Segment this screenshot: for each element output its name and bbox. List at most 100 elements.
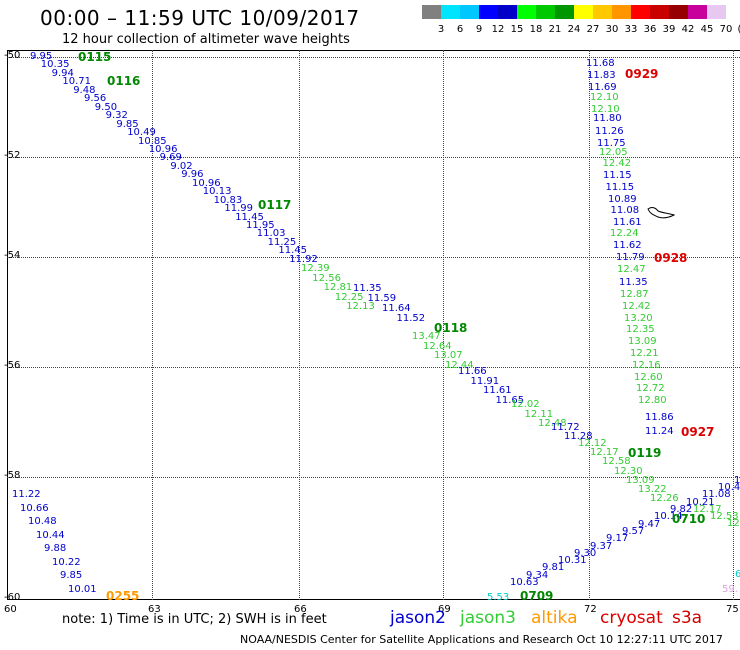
colorbar-label: 42 bbox=[681, 24, 695, 35]
colorbar-swatch bbox=[422, 5, 441, 19]
colorbar-label: 12 bbox=[491, 24, 505, 35]
pass-time-label: 0709 bbox=[520, 589, 554, 603]
colorbar-swatch bbox=[726, 5, 740, 19]
wave-height-value: 12.16 bbox=[632, 359, 661, 371]
wave-height-value: 13.22 bbox=[638, 484, 667, 495]
wave-height-value: 12.26 bbox=[650, 493, 679, 505]
wave-height-value: 11.64 bbox=[382, 303, 411, 314]
wave-height-value: 9.96 bbox=[181, 169, 204, 181]
colorbar-label: 21 bbox=[548, 24, 562, 35]
wave-height-value: 11.52 bbox=[396, 313, 426, 324]
wave-height-value: 12.10 bbox=[590, 92, 619, 103]
wave-height-value: 10.85 bbox=[138, 135, 167, 147]
credit-line: NOAA/NESDIS Center for Satellite Applica… bbox=[240, 633, 723, 646]
pass-time-label: 0710 bbox=[672, 512, 706, 526]
wave-height-value: 9.85 bbox=[116, 118, 139, 130]
wave-height-value: 9.85 bbox=[60, 570, 83, 581]
meridian-line bbox=[733, 50, 734, 600]
wave-height-value: 10.48 bbox=[28, 516, 57, 527]
colorbar-label: 39 bbox=[662, 24, 676, 35]
wave-height-value: 10.01 bbox=[68, 583, 97, 595]
wave-height-value: 11.08 bbox=[610, 205, 640, 217]
wave-height-value: 10.14 bbox=[654, 511, 683, 523]
longitude-label: 69 bbox=[438, 604, 451, 615]
wave-height-value: 9.17 bbox=[606, 533, 629, 545]
wave-height-value: 9.69 bbox=[159, 152, 182, 164]
colorbar-swatch bbox=[612, 5, 631, 19]
wave-height-value: 12.12 bbox=[578, 438, 607, 449]
colorbar-label: (ft) bbox=[737, 24, 740, 35]
wave-height-value: 12.11 bbox=[524, 408, 554, 420]
wave-height-value: 11.45 bbox=[278, 245, 308, 257]
wave-height-value: 12.30 bbox=[614, 465, 643, 477]
longitude-label: 63 bbox=[148, 604, 161, 615]
colorbar-swatch bbox=[479, 5, 498, 19]
colorbar-label: 30 bbox=[605, 24, 619, 35]
colorbar-swatch bbox=[707, 5, 726, 19]
wave-height-value: 11.08 bbox=[702, 489, 731, 501]
wave-height-value: 12.02 bbox=[511, 399, 540, 410]
page-title: 00:00 – 11:59 UTC 10/09/2017 bbox=[40, 6, 360, 30]
wave-height-value: 11.65 bbox=[495, 394, 525, 406]
wave-height-value: 11.26 bbox=[595, 125, 624, 137]
colorbar-swatch bbox=[498, 5, 517, 19]
wave-height-value: 10.96 bbox=[192, 177, 221, 189]
pass-time-label: 0119 bbox=[628, 446, 662, 460]
pass-time-label: 0928 bbox=[654, 251, 688, 265]
parallel-line bbox=[7, 367, 740, 368]
wave-height-value: 13.09 bbox=[626, 474, 655, 486]
longitude-label: 75 bbox=[726, 604, 739, 615]
wave-height-value: 11.69 bbox=[588, 81, 617, 93]
colorbar-label: 24 bbox=[567, 24, 581, 35]
colorbar-swatch bbox=[441, 5, 460, 19]
wave-height-value: 11.45 bbox=[235, 211, 264, 223]
wave-height-value: 11.79 bbox=[616, 252, 645, 263]
wave-height-value: 6 bbox=[735, 569, 740, 580]
wave-height-value: 11.35 bbox=[353, 283, 382, 294]
wave-height-value: 12.21 bbox=[630, 348, 659, 359]
longitude-label: 72 bbox=[584, 604, 597, 615]
wave-height-value: 11.61 bbox=[613, 217, 642, 229]
wave-height-value: 10.89 bbox=[608, 193, 637, 205]
pass-time-label: 0927 bbox=[681, 425, 715, 439]
wave-height-value: 9.48 bbox=[73, 84, 96, 96]
wave-height-value: 10.31 bbox=[558, 555, 587, 567]
colorbar-swatch bbox=[593, 5, 612, 19]
wave-height-value: 13.20 bbox=[624, 312, 653, 324]
pass-time-label: 0117 bbox=[258, 198, 292, 212]
wave-height-value: 12.24 bbox=[610, 228, 639, 239]
wave-height-value: 12.17 bbox=[590, 447, 619, 459]
footnote: note: 1) Time is in UTC; 2) SWH is in fe… bbox=[62, 612, 327, 627]
wave-height-value: 12.80 bbox=[638, 395, 667, 407]
wave-height-value: 10.63 bbox=[510, 577, 539, 588]
wave-height-value: 11.99 bbox=[224, 203, 254, 215]
wave-height-value: 12.2 bbox=[727, 518, 740, 529]
legend-item-cryosat: cryosat bbox=[600, 608, 663, 628]
wave-height-value: 59. bbox=[722, 584, 738, 595]
wave-height-value: 5.53 bbox=[487, 592, 510, 603]
wave-height-value: 9.34 bbox=[526, 569, 549, 581]
wave-height-value: 9.81 bbox=[542, 562, 565, 574]
wave-height-value: 12.25 bbox=[334, 291, 364, 303]
page-subtitle: 12 hour collection of altimeter wave hei… bbox=[62, 32, 350, 47]
wave-height-value: 10.49 bbox=[127, 127, 156, 139]
wave-height-value: 12.72 bbox=[636, 383, 665, 395]
pass-time-label: 0115 bbox=[78, 50, 112, 64]
wave-height-value: 12.44 bbox=[445, 359, 474, 371]
wave-height-value: 12.39 bbox=[301, 263, 330, 274]
longitude-label: 60 bbox=[4, 604, 17, 615]
colorbar-label: 27 bbox=[586, 24, 600, 35]
wave-height-value: 12.56 bbox=[312, 272, 341, 284]
meridian-line bbox=[299, 50, 300, 600]
colorbar-swatch bbox=[688, 5, 707, 19]
colorbar-label: 6 bbox=[456, 24, 464, 35]
colorbar-label: 9 bbox=[475, 24, 483, 35]
latitude-label: -52 bbox=[4, 150, 21, 161]
legend-item-altika: altika bbox=[531, 608, 578, 628]
island-outline-icon bbox=[647, 207, 676, 219]
wave-height-value: 11.83 bbox=[587, 69, 616, 81]
colorbar-swatch bbox=[517, 5, 536, 19]
wave-height-value: 12.53 bbox=[710, 511, 739, 522]
wave-height-value: 9.56 bbox=[84, 93, 107, 105]
wave-height-value: 12.48 bbox=[538, 418, 567, 429]
